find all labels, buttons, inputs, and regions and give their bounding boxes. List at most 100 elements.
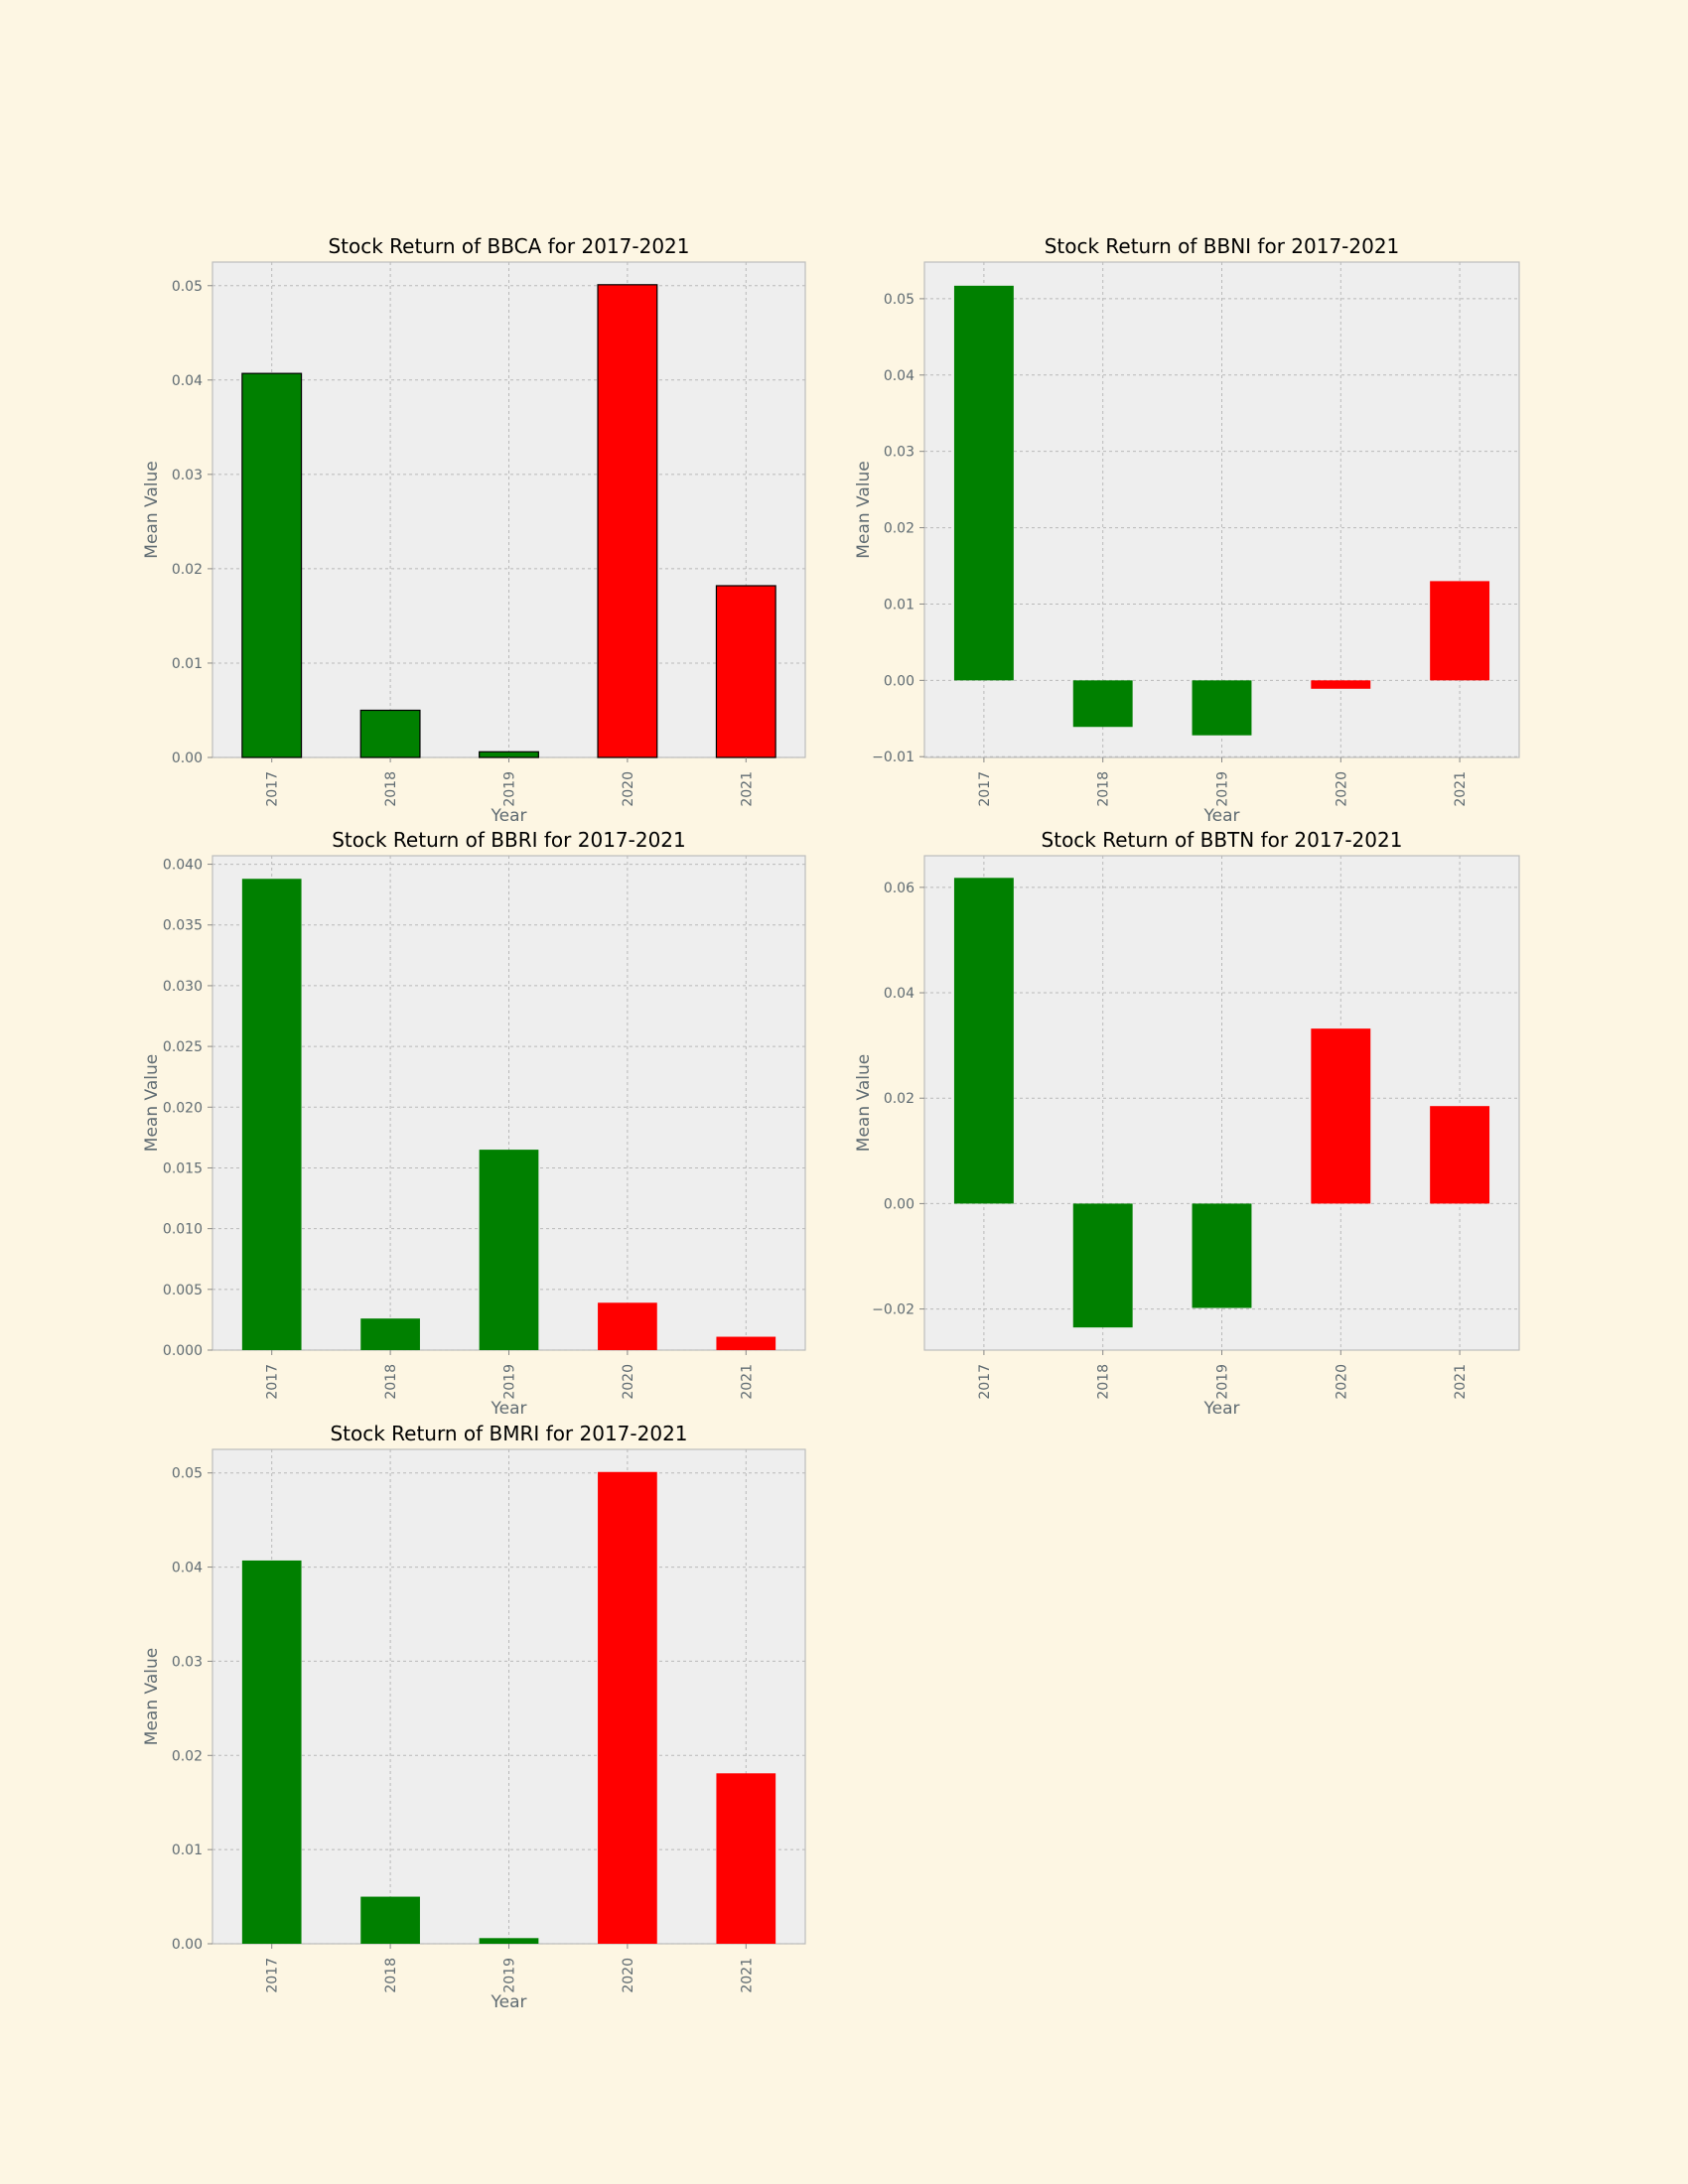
y-tick-label: 0.00 bbox=[884, 1196, 914, 1212]
x-tick-label: 2020 bbox=[1334, 1364, 1349, 1400]
bar-2019 bbox=[479, 1150, 539, 1350]
x-tick-label: 2019 bbox=[502, 771, 518, 807]
x-tick-label: 2018 bbox=[383, 771, 399, 807]
x-tick-label: 2017 bbox=[977, 1364, 993, 1400]
y-tick-label: 0.03 bbox=[172, 468, 203, 483]
bar-2017 bbox=[953, 878, 1014, 1204]
bar-2020 bbox=[1311, 1028, 1371, 1204]
bar-2017 bbox=[241, 372, 303, 758]
x-axis-label: Year bbox=[491, 1992, 527, 2012]
y-axis-label: Mean Value bbox=[142, 461, 162, 558]
x-tick-label: 2019 bbox=[1215, 771, 1231, 807]
x-tick-label: 2021 bbox=[1453, 771, 1469, 807]
bar-2021 bbox=[1430, 581, 1490, 681]
bar-2017 bbox=[953, 285, 1014, 681]
bar-2020 bbox=[597, 284, 658, 758]
x-tick-label: 2021 bbox=[1453, 1364, 1469, 1400]
bar-2019 bbox=[1192, 1203, 1252, 1308]
y-tick-label: 0.00 bbox=[884, 673, 914, 689]
y-tick-label: 0.05 bbox=[172, 279, 203, 295]
x-axis-label: Year bbox=[491, 1399, 527, 1419]
y-tick-label: −0.01 bbox=[872, 750, 914, 765]
bar-2021 bbox=[715, 585, 776, 758]
bar-2018 bbox=[360, 1318, 420, 1350]
x-tick-label: 2018 bbox=[1096, 771, 1112, 807]
x-tick-label: 2019 bbox=[502, 1364, 518, 1400]
chart-bbca: 0.00 0.01 0.02 0.03 0.04 0.05 2017 2018 2019 2020… bbox=[142, 234, 806, 826]
y-tick-label: 0.030 bbox=[163, 979, 203, 995]
y-tick-label: 0.010 bbox=[163, 1222, 203, 1238]
y-tick-label: 0.04 bbox=[884, 986, 914, 1002]
bar-2019 bbox=[479, 751, 539, 758]
bar-2021 bbox=[716, 1773, 776, 1944]
x-tick-label: 2020 bbox=[621, 1958, 636, 1993]
y-tick-label: 0.01 bbox=[172, 1843, 203, 1858]
y-tick-label: 0.03 bbox=[884, 445, 914, 461]
x-tick-label: 2021 bbox=[739, 1958, 755, 1993]
bar-2020 bbox=[1311, 680, 1371, 689]
x-tick-label: 2020 bbox=[621, 771, 636, 807]
bar-2018 bbox=[360, 1896, 420, 1944]
bar-2018 bbox=[359, 709, 421, 758]
x-tick-label: 2017 bbox=[265, 1364, 281, 1400]
bar-2021 bbox=[716, 1336, 776, 1350]
x-axis-label: Year bbox=[1203, 1399, 1240, 1419]
y-tick-label: 0.035 bbox=[163, 918, 203, 934]
y-tick-label: 0.02 bbox=[884, 1091, 914, 1107]
bar-2018 bbox=[1072, 680, 1133, 728]
bar-2017 bbox=[241, 879, 302, 1350]
y-tick-label: 0.000 bbox=[163, 1343, 203, 1359]
x-tick-label: 2018 bbox=[383, 1364, 399, 1400]
bar-2020 bbox=[598, 1302, 657, 1350]
y-axis-label: Mean Value bbox=[142, 1054, 162, 1152]
y-tick-label: 0.020 bbox=[163, 1100, 203, 1116]
y-tick-label: 0.025 bbox=[163, 1039, 203, 1055]
bar-2018 bbox=[1072, 1203, 1133, 1328]
x-axis-label: Year bbox=[491, 806, 527, 826]
y-tick-label: 0.02 bbox=[172, 562, 203, 578]
y-axis-label: Mean Value bbox=[854, 461, 874, 558]
x-tick-label: 2018 bbox=[383, 1958, 399, 1993]
y-tick-label: 0.040 bbox=[163, 858, 203, 874]
bar-2021 bbox=[1430, 1106, 1490, 1204]
y-tick-label: −0.02 bbox=[872, 1302, 914, 1318]
x-tick-label: 2021 bbox=[739, 1364, 755, 1400]
x-tick-label: 2018 bbox=[1096, 1364, 1112, 1400]
y-tick-label: 0.06 bbox=[884, 881, 914, 896]
x-tick-label: 2019 bbox=[1215, 1364, 1231, 1400]
y-tick-label: 0.00 bbox=[172, 1937, 203, 1953]
x-tick-label: 2017 bbox=[977, 771, 993, 807]
y-tick-label: 0.01 bbox=[172, 656, 203, 672]
x-tick-label: 2019 bbox=[502, 1958, 518, 1993]
x-tick-label: 2020 bbox=[1334, 771, 1349, 807]
x-axis-label: Year bbox=[1203, 806, 1240, 826]
x-tick-label: 2017 bbox=[265, 1958, 281, 1993]
chart-bmri: 0.00 0.01 0.02 0.03 0.04 0.05 2017 2018 2019 2020… bbox=[142, 1422, 806, 2012]
chart-title: Stock Return of BMRI for 2017-2021 bbox=[330, 1422, 687, 1445]
chart-bbri: 0.000 0.005 0.010 0.015 0.020 0.025 0.030 0.035… bbox=[142, 828, 806, 1419]
y-tick-label: 0.05 bbox=[172, 1466, 203, 1482]
y-tick-label: 0.05 bbox=[884, 292, 914, 308]
chart-title: Stock Return of BBCA for 2017-2021 bbox=[328, 234, 689, 258]
bar-2019 bbox=[479, 1938, 539, 1944]
y-tick-label: 0.02 bbox=[884, 521, 914, 537]
chart-title: Stock Return of BBTN for 2017-2021 bbox=[1042, 828, 1403, 852]
y-tick-label: 0.04 bbox=[884, 368, 914, 384]
chart-bbtn: −0.02 0.00 0.02 0.04 0.06 2017 2018 2019 2020 202… bbox=[854, 828, 1520, 1419]
y-tick-label: 0.04 bbox=[172, 373, 203, 389]
y-axis-label: Mean Value bbox=[854, 1054, 874, 1152]
y-tick-label: 0.02 bbox=[172, 1748, 203, 1764]
y-tick-label: 0.03 bbox=[172, 1654, 203, 1670]
y-tick-label: 0.04 bbox=[172, 1561, 203, 1576]
y-axis-label: Mean Value bbox=[142, 1648, 162, 1745]
bar-2019 bbox=[1192, 680, 1252, 736]
chart-title: Stock Return of BBRI for 2017-2021 bbox=[332, 828, 686, 852]
x-tick-label: 2020 bbox=[621, 1364, 636, 1400]
bar-2017 bbox=[241, 1560, 302, 1944]
chart-title: Stock Return of BBNI for 2017-2021 bbox=[1045, 234, 1400, 258]
x-tick-label: 2017 bbox=[265, 771, 281, 807]
y-tick-label: 0.005 bbox=[163, 1283, 203, 1298]
bar-2020 bbox=[598, 1471, 657, 1944]
y-tick-label: 0.01 bbox=[884, 597, 914, 613]
